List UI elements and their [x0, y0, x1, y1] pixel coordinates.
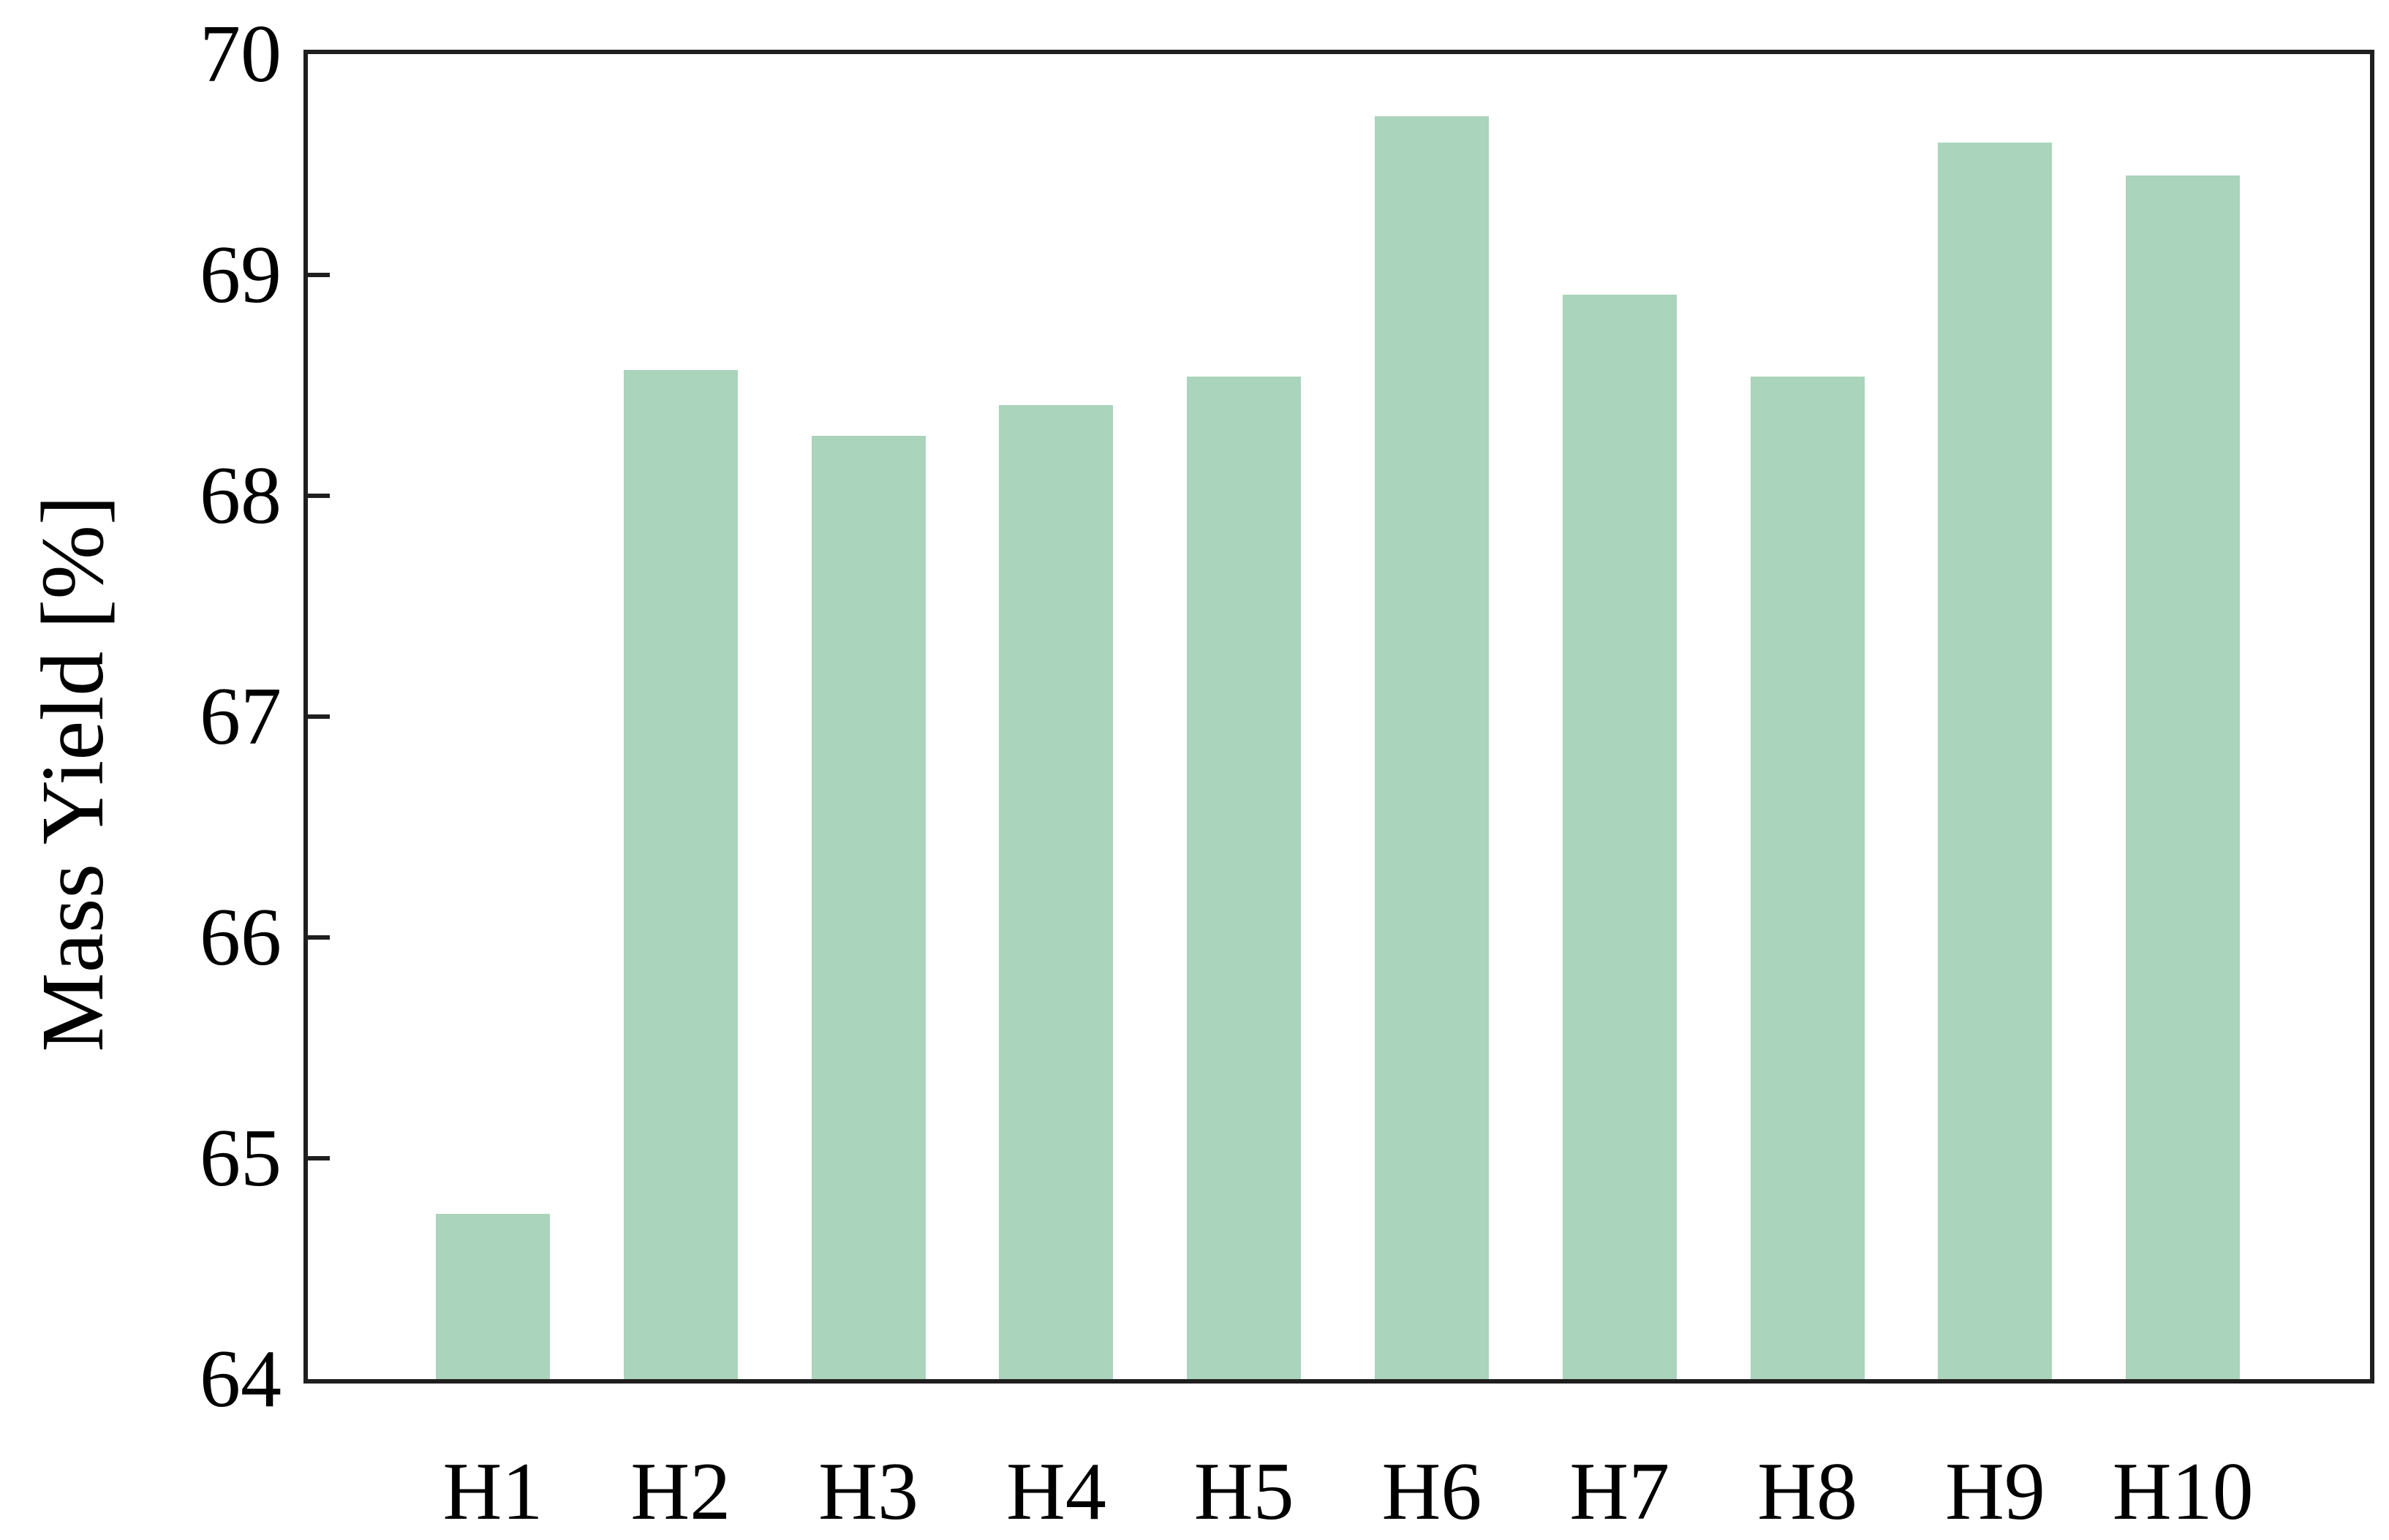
y-tick-mark-66: [308, 935, 330, 940]
y-tick-mark-67: [308, 714, 330, 719]
bar-H2: [623, 369, 738, 1379]
plot-area: [303, 50, 2374, 1384]
y-tick-label-70: 70: [200, 9, 282, 99]
y-tick-label-68: 68: [200, 450, 282, 541]
x-tick-label-H4: H4: [1005, 1446, 1106, 1537]
y-tick-label-69: 69: [200, 230, 282, 320]
bar-H6: [1375, 116, 1489, 1379]
y-tick-label-67: 67: [200, 671, 282, 762]
x-tick-label-H2: H2: [630, 1446, 731, 1537]
y-tick-mark-68: [308, 494, 330, 498]
x-tick-label-H1: H1: [442, 1446, 543, 1537]
bar-H7: [1562, 295, 1677, 1379]
y-tick-label-65: 65: [200, 1113, 282, 1204]
y-tick-mark-69: [308, 273, 330, 277]
bar-H3: [811, 436, 926, 1379]
x-tick-label-H5: H5: [1193, 1446, 1294, 1537]
x-tick-label-H7: H7: [1569, 1446, 1670, 1537]
y-tick-label-64: 64: [200, 1334, 282, 1424]
bar-H10: [2126, 175, 2241, 1379]
bar-H1: [436, 1213, 550, 1379]
bar-H9: [1938, 142, 2053, 1379]
bar-H4: [999, 405, 1114, 1379]
y-tick-label-66: 66: [200, 892, 282, 983]
bar-H5: [1187, 376, 1302, 1379]
x-tick-label-H8: H8: [1757, 1446, 1858, 1537]
x-tick-label-H10: H10: [2112, 1446, 2254, 1537]
bar-H8: [1750, 376, 1865, 1379]
x-tick-label-H3: H3: [818, 1446, 919, 1537]
y-tick-mark-65: [308, 1156, 330, 1160]
x-tick-label-H9: H9: [1944, 1446, 2045, 1537]
x-tick-label-H6: H6: [1381, 1446, 1482, 1537]
